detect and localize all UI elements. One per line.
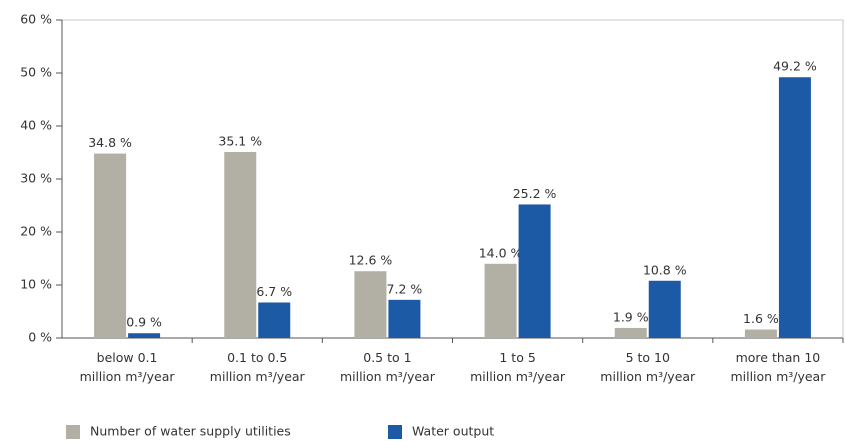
x-tick-label-line: million m³/year [600, 369, 696, 384]
value-label: 1.6 % [743, 311, 779, 326]
legend-label: Water output [412, 424, 494, 439]
bar [354, 271, 387, 338]
x-tick-label-line: million m³/year [210, 369, 306, 384]
x-tick-label-line: 5 to 10 [626, 350, 670, 365]
y-tick-label: 50 % [20, 65, 52, 80]
x-tick-label-line: million m³/year [340, 369, 436, 384]
value-label: 1.9 % [613, 309, 649, 324]
value-label: 25.2 % [513, 186, 557, 201]
x-tick-label-line: more than 10 [736, 350, 821, 365]
legend-label: Number of water supply utilities [90, 424, 291, 439]
x-tick-label-line: 0.1 to 0.5 [227, 350, 287, 365]
x-tick-label-line: million m³/year [730, 369, 826, 384]
bar [744, 329, 777, 338]
x-tick-label-line: 0.5 to 1 [363, 350, 411, 365]
y-tick-label: 60 % [20, 12, 52, 27]
legend-swatch [388, 425, 402, 439]
x-tick-label: below 0.1 million m³/year [80, 350, 176, 384]
bar [648, 280, 681, 338]
x-tick-label-line: million m³/year [80, 369, 176, 384]
bar [518, 204, 551, 338]
x-tick-label-line: below 0.1 [97, 350, 158, 365]
x-tick-label: 0.5 to 1 million m³/year [340, 350, 436, 384]
legend-swatch [66, 425, 80, 439]
x-tick-label: 0.1 to 0.5 million m³/year [210, 350, 306, 384]
bar [388, 299, 421, 338]
x-tick-label-line: 1 to 5 [499, 350, 535, 365]
bar [94, 153, 127, 338]
y-tick-label: 30 % [20, 171, 52, 186]
x-tick-label: 5 to 10 million m³/year [600, 350, 696, 384]
y-tick-label: 20 % [20, 224, 52, 239]
x-tick-label-line: million m³/year [470, 369, 566, 384]
plot-frame [61, 19, 844, 339]
value-label: 49.2 % [773, 59, 817, 74]
x-tick-label: 1 to 5 million m³/year [470, 350, 566, 384]
y-tick-label: 0 % [28, 330, 52, 345]
value-label: 6.7 % [256, 284, 292, 299]
bar [128, 333, 161, 338]
bar [258, 302, 291, 338]
value-label: 7.2 % [387, 281, 423, 296]
y-tick-label: 40 % [20, 118, 52, 133]
y-tick-label: 10 % [20, 277, 52, 292]
bar [224, 151, 257, 338]
value-label: 14.0 % [479, 245, 523, 260]
bar [614, 327, 647, 338]
value-label: 35.1 % [218, 133, 262, 148]
value-label: 10.8 % [643, 262, 687, 277]
value-label: 34.8 % [88, 135, 132, 150]
bar [778, 77, 811, 339]
bar [484, 263, 517, 338]
value-label: 0.9 % [126, 315, 162, 330]
x-tick-label: more than 10 million m³/year [730, 350, 826, 384]
value-label: 12.6 % [349, 253, 393, 268]
